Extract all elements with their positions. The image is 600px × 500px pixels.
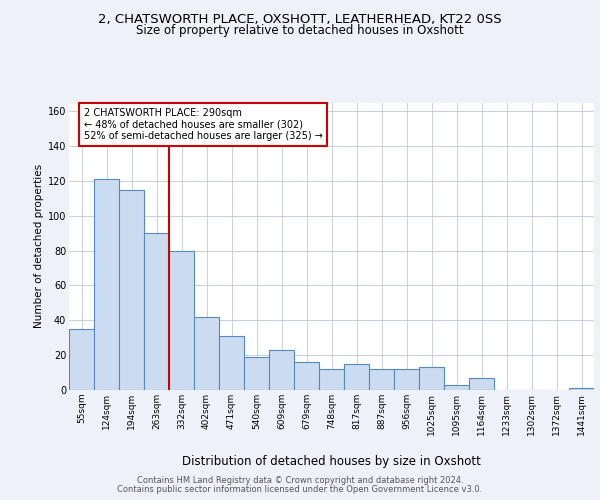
Bar xyxy=(469,378,494,390)
Text: Size of property relative to detached houses in Oxshott: Size of property relative to detached ho… xyxy=(136,24,464,37)
Bar xyxy=(144,233,169,390)
Bar xyxy=(194,317,219,390)
Text: 2 CHATSWORTH PLACE: 290sqm
← 48% of detached houses are smaller (302)
52% of sem: 2 CHATSWORTH PLACE: 290sqm ← 48% of deta… xyxy=(83,108,322,141)
Text: Distribution of detached houses by size in Oxshott: Distribution of detached houses by size … xyxy=(182,454,481,468)
Bar xyxy=(219,336,244,390)
Bar xyxy=(169,250,194,390)
Bar xyxy=(69,329,94,390)
Bar xyxy=(569,388,594,390)
Y-axis label: Number of detached properties: Number of detached properties xyxy=(34,164,44,328)
Bar xyxy=(344,364,369,390)
Bar xyxy=(244,357,269,390)
Bar xyxy=(319,369,344,390)
Bar xyxy=(119,190,144,390)
Text: Contains public sector information licensed under the Open Government Licence v3: Contains public sector information licen… xyxy=(118,485,482,494)
Bar xyxy=(94,179,119,390)
Text: Contains HM Land Registry data © Crown copyright and database right 2024.: Contains HM Land Registry data © Crown c… xyxy=(137,476,463,485)
Bar xyxy=(294,362,319,390)
Bar xyxy=(444,385,469,390)
Text: 2, CHATSWORTH PLACE, OXSHOTT, LEATHERHEAD, KT22 0SS: 2, CHATSWORTH PLACE, OXSHOTT, LEATHERHEA… xyxy=(98,12,502,26)
Bar xyxy=(269,350,294,390)
Bar xyxy=(369,369,394,390)
Bar xyxy=(419,368,444,390)
Bar xyxy=(394,369,419,390)
